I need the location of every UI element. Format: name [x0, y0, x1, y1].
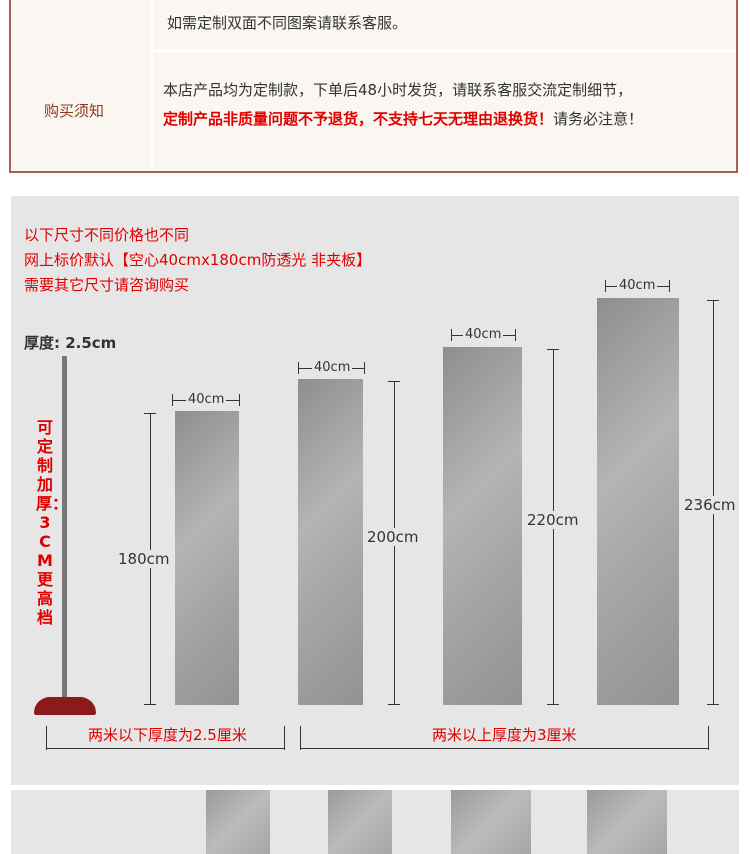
mirror-180	[175, 411, 239, 705]
over-two-meter-label: 两米以上厚度为3厘米	[428, 724, 581, 745]
width-tick-right	[239, 394, 240, 406]
mirror-200	[298, 379, 363, 705]
other-size-note: 需要其它尺寸请咨询购买	[24, 276, 190, 294]
notice-row-divider	[153, 49, 736, 52]
mirror-thumbnail-strip	[11, 790, 739, 854]
height-label-236: 236cm	[684, 496, 736, 514]
shipping-notice-text: 本店产品均为定制款，下单后48小时发货，请联系客服交流定制细节，	[163, 81, 633, 99]
bracket-right-end	[708, 726, 709, 750]
bracket-left-start	[46, 726, 47, 750]
height-cap-top	[547, 349, 559, 350]
notice-content-column	[153, 0, 736, 171]
side-profile-pole	[62, 356, 67, 701]
width-label-180: 40cm	[186, 392, 227, 407]
mirror-236	[597, 298, 679, 705]
width-tick-right	[364, 362, 365, 374]
width-label-236: 40cm	[617, 278, 658, 293]
return-policy-text: 定制产品非质量问题不予退货，不支持七天无理由退换货！请务必注意！	[163, 108, 643, 129]
height-cap-bottom	[388, 704, 400, 705]
purchase-notice-label: 购买须知	[44, 102, 105, 120]
mirror-thumbnail	[587, 790, 667, 854]
price-note: 以下尺寸不同价格也不同	[24, 226, 190, 244]
mirror-thumbnail	[328, 790, 392, 854]
width-label-220: 40cm	[463, 327, 504, 342]
thickness-label: 厚度: 2.5cm	[24, 334, 117, 352]
height-label-220: 220cm	[527, 511, 579, 529]
bracket-under-two	[46, 748, 284, 749]
bracket-right-start	[300, 726, 301, 750]
under-two-meter-label: 两米以下厚度为2.5厘米	[84, 724, 251, 745]
height-cap-top	[707, 300, 719, 301]
bracket-over-two	[300, 748, 708, 749]
default-size-note: 网上标价默认【空心40cmx180cm防透光 非夹板】	[24, 251, 372, 269]
side-profile-base	[34, 697, 96, 715]
height-cap-bottom	[144, 704, 156, 705]
mirror-220	[443, 347, 522, 705]
return-policy-warning: 定制产品非质量问题不予退货，不支持七天无理由退换货！	[163, 110, 554, 128]
height-label-200: 200cm	[367, 528, 419, 546]
return-policy-reminder: 请务必注意！	[553, 110, 644, 128]
height-cap-top	[388, 381, 400, 382]
height-label-180: 180cm	[118, 550, 170, 568]
custom-double-side-text: 如需定制双面不同图案请联系客服。	[167, 14, 408, 32]
purchase-notice-box	[9, 0, 738, 173]
height-cap-bottom	[547, 704, 559, 705]
width-label-200: 40cm	[312, 360, 353, 375]
width-tick-right	[515, 329, 516, 341]
notice-label-column	[11, 0, 151, 171]
height-cap-bottom	[707, 704, 719, 705]
bracket-left-end	[284, 726, 285, 750]
custom-thickness-vertical-text: 可定制加厚：3CM 更高档	[36, 418, 69, 627]
mirror-thumbnail	[451, 790, 531, 854]
width-tick-right	[669, 280, 670, 292]
height-cap-top	[144, 413, 156, 414]
mirror-thumbnail	[206, 790, 270, 854]
